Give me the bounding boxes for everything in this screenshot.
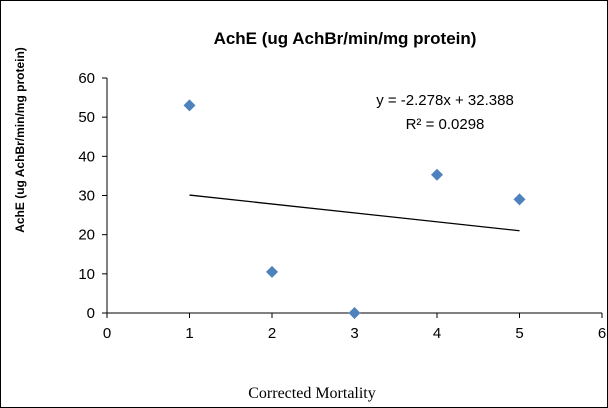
x-tick-label: 4 [433, 325, 441, 342]
data-point [183, 99, 196, 112]
y-tick-label: 0 [87, 305, 95, 322]
data-point [431, 168, 443, 181]
trendline [189, 194, 520, 232]
trendline-r2: R² = 0.0298 [406, 116, 485, 133]
x-tick-label: 1 [185, 325, 193, 342]
y-tick-label: 40 [78, 148, 95, 165]
data-point [348, 307, 361, 319]
y-tick-label: 50 [78, 109, 95, 126]
plot-area: 0 10 20 30 40 50 60 0 1 2 3 4 5 6 [78, 70, 606, 342]
y-axis-label: AchE (ug AchBr/min/mg protein) [13, 47, 27, 233]
x-tick-label: 0 [103, 325, 111, 342]
y-tick-label: 10 [78, 266, 95, 283]
x-tick-label: 2 [268, 325, 276, 342]
x-tick-label: 3 [350, 325, 358, 342]
y-tick-label: 30 [78, 188, 95, 205]
x-tick-label: 5 [515, 325, 523, 342]
y-tick-label: 20 [78, 227, 95, 244]
x-axis-label: Corrected Mortality [248, 385, 376, 402]
chart-title: AchE (ug AchBr/min/mg protein) [214, 29, 477, 48]
data-point [266, 265, 278, 278]
x-tick-label: 6 [598, 325, 606, 342]
y-tick-label: 60 [78, 70, 95, 87]
data-point [513, 193, 526, 206]
trendline-equation: y = -2.278x + 32.388 [376, 92, 514, 109]
